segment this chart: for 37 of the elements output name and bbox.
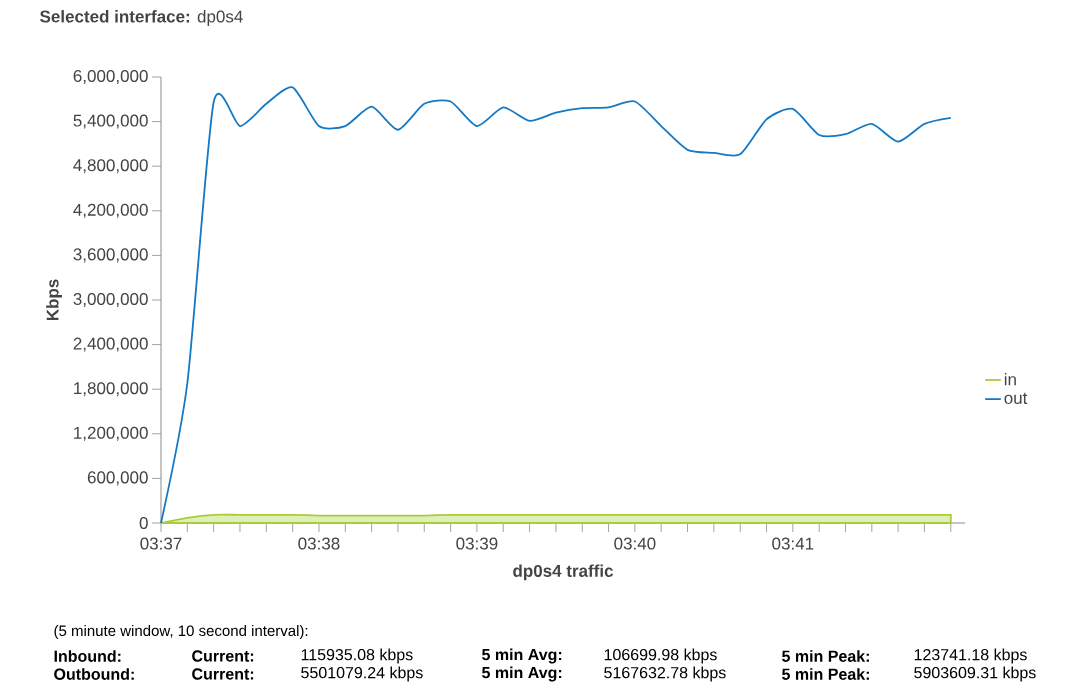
y-tick-label: 4,200,000 — [73, 203, 148, 218]
text: 5 min Peak: — [782, 650, 869, 662]
text: Current: — [192, 650, 254, 662]
text: 115935.08 kbps — [301, 648, 413, 664]
text: 5 min Peak: — [782, 668, 869, 680]
y-tick-label: 3,600,000 — [73, 248, 148, 263]
y-tick-label: 4,800,000 — [73, 159, 148, 174]
text: 5501079.24 kbps — [301, 666, 423, 682]
text: 5 min Avg: — [482, 666, 562, 682]
legend-label: in — [1004, 373, 1016, 386]
text: 123741.18 kbps — [914, 648, 1027, 664]
y-tick-label: 0 — [139, 516, 148, 530]
x-tick-label: 03:38 — [298, 537, 340, 550]
y-tick-label: 5,400,000 — [73, 114, 148, 129]
y-tick-label: 1,800,000 — [74, 382, 148, 397]
x-axis-title: dp0s4 traffic — [513, 564, 614, 581]
text: Outbound: — [54, 668, 134, 680]
text: 106699.98 kbps — [604, 648, 717, 664]
text: Current: — [192, 668, 254, 680]
y-axis-title: Kbps — [46, 279, 62, 321]
chart-title: Selected interface: dp0s4 — [40, 10, 243, 26]
y-tick-label: 6,000,000 — [73, 69, 148, 85]
text: 5903609.31 kbps — [914, 666, 1036, 682]
x-tick-label: 03:39 — [456, 537, 498, 550]
y-tick-label: 600,000 — [87, 471, 148, 486]
text: 5 min Avg: — [482, 648, 562, 664]
x-tick-label: 03:41 — [772, 537, 814, 550]
y-tick-label: 2,400,000 — [73, 337, 148, 352]
x-tick-label: 03:37 — [140, 537, 182, 550]
x-tick-label: 03:40 — [614, 537, 656, 550]
text: 5167632.78 kbps — [604, 666, 726, 682]
text: Inbound: — [54, 650, 121, 662]
text: (5 minute window, 10 second interval): — [54, 625, 308, 639]
y-tick-label: 3,000,000 — [73, 292, 148, 308]
legend-label: out — [1004, 392, 1028, 405]
line-series — [160, 86, 952, 524]
y-tick-label: 1,200,000 — [74, 426, 148, 441]
